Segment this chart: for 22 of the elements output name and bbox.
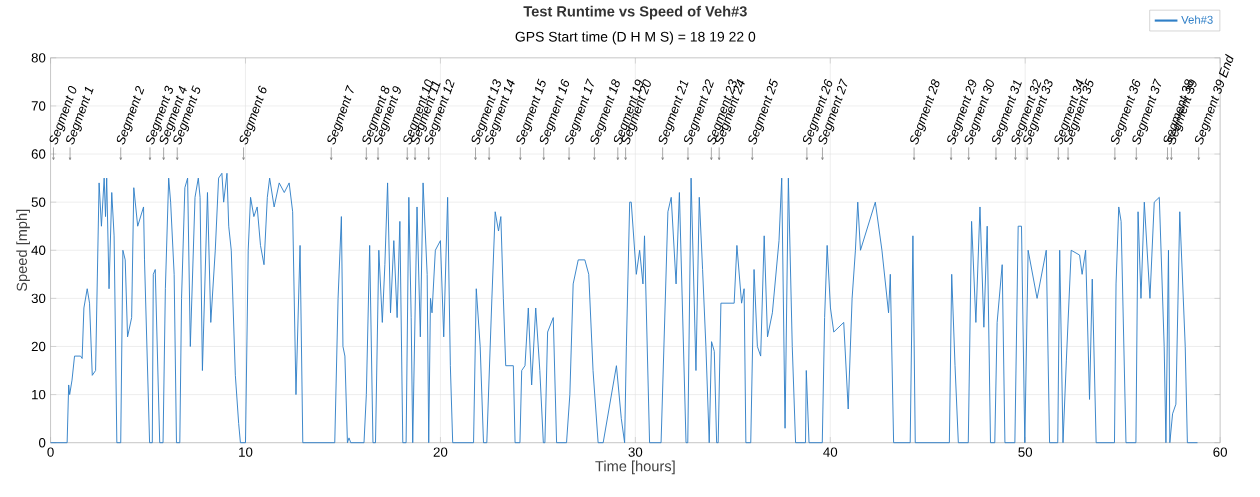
y-tick-label: 0 (38, 438, 46, 448)
y-tick-label: 10 (32, 390, 46, 400)
y-tick-label: 80 (31, 53, 46, 63)
chart-subtitle: GPS Start time (D H M S) = 18 19 22 0 (515, 31, 756, 45)
line-series (50, 173, 1198, 444)
text: Veh#3 (1181, 15, 1213, 24)
x-tick-label: 30 (628, 447, 643, 458)
x-tick-label: 50 (1018, 447, 1033, 458)
y-axis-title: Speed [mph] (16, 210, 30, 292)
y-tick-label: 70 (31, 101, 46, 111)
y-tick-label: 60 (31, 149, 46, 159)
x-tick-label: 10 (239, 447, 253, 458)
x-tick-label: 20 (433, 447, 448, 458)
x-tick-label: 60 (1213, 447, 1227, 458)
x-tick-label: 0 (47, 447, 54, 458)
y-tick-label: 20 (31, 342, 46, 352)
x-tick-label: 40 (823, 447, 838, 458)
y-tick-label: 50 (31, 197, 46, 208)
y-tick-label: 30 (31, 293, 46, 304)
y-tick-label: 40 (31, 245, 46, 256)
chart-title: Test Runtime vs Speed of Veh#3 (523, 6, 747, 20)
x-axis-title: Time [hours] (595, 460, 675, 475)
